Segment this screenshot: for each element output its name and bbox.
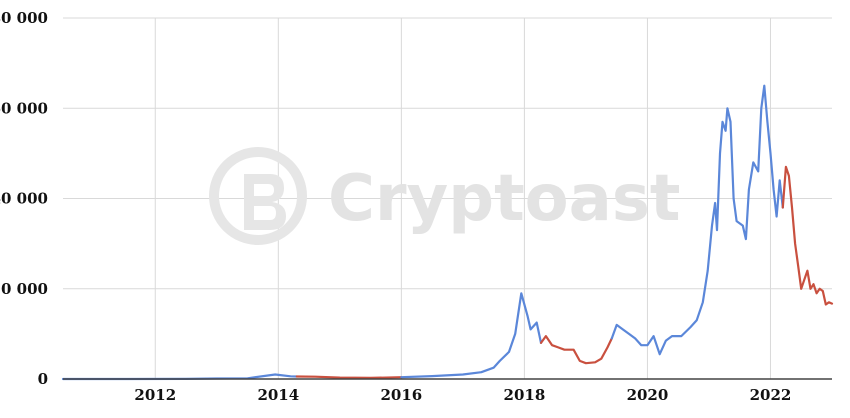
series-line xyxy=(610,84,784,356)
x-tick-label: 2018 xyxy=(504,386,546,404)
y-tick-label: 80 000 xyxy=(0,9,48,27)
y-tick-label: 40 000 xyxy=(0,190,48,208)
x-tick-label: 2014 xyxy=(257,386,299,404)
series-line xyxy=(295,375,403,379)
x-tick-label: 2012 xyxy=(134,386,176,404)
x-tick-label: 2020 xyxy=(627,386,669,404)
axes: 0 20 000 40 000 60 000 80 000 2012 2014 2016 201… xyxy=(0,9,832,404)
x-tick-label: 2016 xyxy=(380,386,422,404)
series-line xyxy=(539,335,613,365)
watermark-text: Cryptoast xyxy=(328,162,681,236)
watermark: Cryptoast xyxy=(209,147,681,245)
bitcoin-hand-logo-icon xyxy=(209,147,307,245)
y-tick-label: 60 000 xyxy=(0,99,48,117)
series-line xyxy=(400,292,543,379)
y-tick-label: 0 xyxy=(38,370,48,388)
y-tick-label: 20 000 xyxy=(0,280,48,298)
x-tick-label: 2022 xyxy=(750,386,792,404)
series-line xyxy=(781,165,834,306)
